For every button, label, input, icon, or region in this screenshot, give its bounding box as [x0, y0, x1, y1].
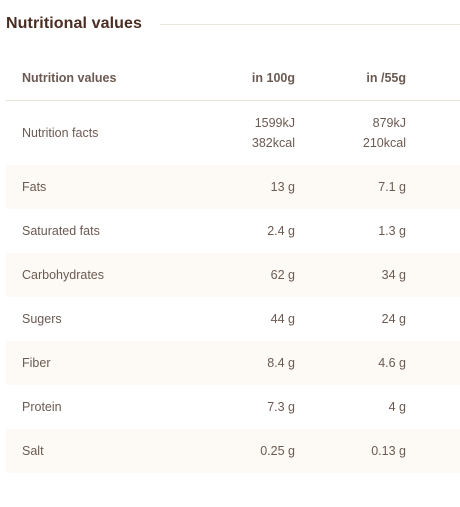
header-nutrition-values: Nutrition values	[22, 71, 117, 85]
row-label: Fats	[22, 180, 47, 194]
value-per-serving: 4.6 g	[378, 356, 406, 370]
value-per-100g: 7.3 g	[267, 400, 295, 414]
section-title: Nutritional values	[6, 15, 143, 32]
value-per-serving: 7.1 g	[378, 180, 406, 194]
energy-per-100g: 1599kJ 382kcal	[236, 116, 295, 150]
row-label: Carbohydrates	[22, 268, 104, 282]
value-per-serving: 0.13 g	[371, 444, 406, 458]
table-header-row: Nutrition values in 100g in /55g	[6, 56, 460, 101]
energy-kcal-per-100g: 382kcal	[251, 136, 295, 150]
header-per-100g: in 100g	[251, 71, 295, 85]
table-row-energy: Nutrition facts 1599kJ 382kcal 879kJ 210…	[6, 101, 460, 165]
table-row-carbohydrates: Carbohydrates 62 g 34 g	[6, 253, 460, 297]
energy-kj-per-serving: 879kJ	[372, 116, 406, 130]
value-per-100g: 0.25 g	[260, 444, 295, 458]
table-row-protein: Protein 7.3 g 4 g	[6, 385, 460, 429]
table-row-fiber: Fiber 8.4 g 4.6 g	[6, 341, 460, 385]
value-per-serving: 34 g	[381, 268, 406, 282]
table-row-saturated-fats: Saturated fats 2.4 g 1.3 g	[6, 209, 460, 253]
energy-kj-per-100g: 1599kJ	[254, 116, 295, 130]
table-row-salt: Salt 0.25 g 0.13 g	[6, 429, 460, 473]
value-per-100g: 8.4 g	[267, 356, 295, 370]
value-per-100g: 2.4 g	[267, 224, 295, 238]
header-per-serving: in /55g	[366, 71, 406, 85]
value-per-serving: 24 g	[381, 312, 406, 326]
nutrition-table: Nutrition values in 100g in /55g Nutriti…	[6, 56, 460, 473]
table-row-fats: Fats 13 g 7.1 g	[6, 165, 460, 209]
row-label: Sugers	[22, 312, 62, 326]
row-label: Saturated fats	[22, 224, 100, 238]
row-label: Fiber	[22, 356, 51, 370]
value-per-serving: 1.3 g	[378, 224, 406, 238]
row-label: Protein	[22, 400, 62, 414]
energy-per-serving: 879kJ 210kcal	[295, 116, 406, 150]
section-divider	[160, 23, 460, 25]
value-per-100g: 62 g	[270, 268, 295, 282]
value-per-serving: 4 g	[388, 400, 406, 414]
value-per-100g: 44 g	[270, 312, 295, 326]
value-per-100g: 13 g	[270, 180, 295, 194]
section-header: Nutritional values	[6, 12, 460, 36]
energy-kcal-per-serving: 210kcal	[362, 136, 406, 150]
row-label: Salt	[22, 444, 44, 458]
row-label: Nutrition facts	[22, 126, 99, 140]
table-row-sugers: Sugers 44 g 24 g	[6, 297, 460, 341]
